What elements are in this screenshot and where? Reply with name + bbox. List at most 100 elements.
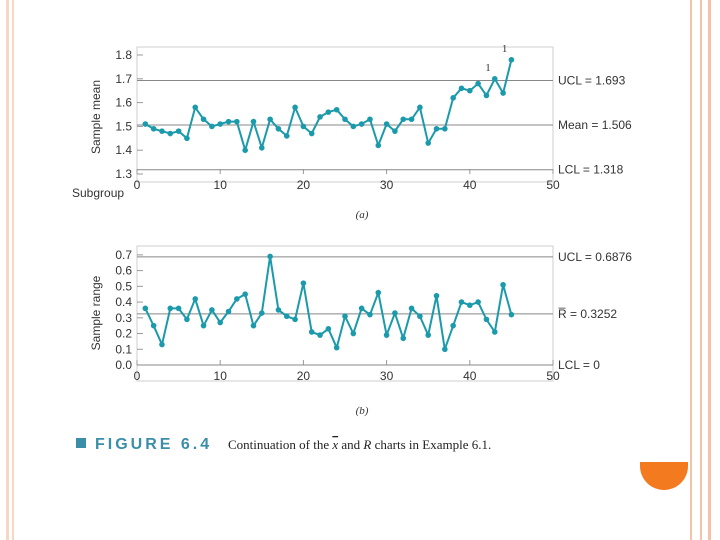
orange-half-circle-icon (640, 462, 688, 490)
chart-b-data-point (475, 299, 481, 305)
chart-a-data-point (458, 85, 465, 92)
chart-a-data-point (167, 130, 174, 137)
chart-a-data-point (400, 116, 407, 123)
chart-a-data-point (317, 114, 323, 120)
chart-b-data-point (259, 310, 265, 316)
chart-b-panel-label: (b) (356, 405, 369, 417)
chart-b-data-point (317, 332, 323, 338)
chart-b-xtick-label: 50 (546, 369, 560, 383)
chart-a-panel-label: (a) (356, 209, 369, 221)
chart-b-data-point (508, 311, 515, 318)
chart-b-data-point (358, 305, 365, 312)
chart-a-data-point (325, 109, 332, 115)
right-border-inner (690, 0, 692, 540)
chart-a-data-point (142, 121, 149, 127)
chart-a-control-label: LCL = 1.318 (558, 163, 624, 177)
chart-b-data-point (342, 313, 348, 320)
chart-b-xtick-label: 0 (134, 369, 141, 383)
chart-b-data-point (283, 313, 290, 320)
chart-b-data-point (308, 329, 315, 335)
chart-b-data-point (167, 305, 174, 312)
chart-a-xtick-label: 10 (214, 178, 228, 192)
chart-a-data-point (508, 56, 515, 63)
chart-b-data-point (150, 322, 157, 329)
chart-b-data-point (159, 341, 165, 348)
chart-b-xtick-label: 30 (380, 369, 394, 383)
chart-a-xtick-label: 50 (546, 178, 560, 192)
chart-a-ytick-label: 1.6 (115, 96, 132, 110)
chart-b-data-point (383, 332, 390, 338)
chart-a-data-point (417, 104, 423, 111)
chart-a-frame (136, 46, 554, 183)
chart-a-data-point (500, 90, 506, 96)
chart-a-data-point (308, 130, 315, 137)
chart-a-data-point (259, 145, 265, 151)
chart-b-data-point (234, 296, 240, 302)
chart-a-ytick-label: 1.5 (115, 119, 132, 133)
chart-a-data-point (184, 135, 190, 142)
chart-b-data-point (192, 296, 199, 302)
chart-b-data-point (375, 289, 382, 296)
chart-b-ytick-label: 0.4 (115, 295, 132, 309)
chart-b-data-point (225, 308, 232, 315)
chart-b-xtick-label: 20 (297, 369, 311, 383)
chart-b-data-point (458, 299, 465, 305)
chart-b-ytick-label: 0.5 (115, 279, 132, 293)
chart-b-data-point (300, 280, 307, 286)
chart-b-xtick-label: 10 (214, 369, 228, 383)
chart-a-ytick-label: 1.3 (115, 167, 132, 181)
r-chart: Sample range (b) 0.0 0.10.2 0.3 0.4 0.50.6 0.… (89, 245, 632, 417)
chart-b-ytick-label: 0.3 (115, 311, 132, 325)
chart-a-data-point (350, 123, 357, 130)
chart-a-data-point (433, 125, 440, 132)
chart-b-data-point (184, 316, 190, 323)
chart-a-data-point (483, 92, 490, 99)
chart-a-data-point (392, 128, 398, 134)
caption-text-post: charts in Example 6.1. (371, 437, 491, 452)
chart-a-data-point (333, 106, 340, 113)
right-border-edge (708, 0, 711, 540)
caption-r-symbol: R (362, 437, 371, 452)
chart-b-ytick-label: 0.0 (115, 358, 132, 372)
chart-b-data-point (433, 292, 440, 299)
caption-text-mid: and (338, 437, 363, 452)
left-border-inner (12, 0, 14, 540)
caption-text-pre: Continuation of the (228, 437, 332, 452)
chart-a-data-point (300, 123, 307, 130)
chart-a-data-point (491, 76, 498, 82)
chart-a-ooc-marker: 1 (502, 43, 508, 55)
chart-a-data-point (234, 118, 240, 125)
chart-a-data-point (358, 121, 365, 127)
chart-b-data-point (175, 305, 182, 312)
caption-text: Continuation of the x and R charts in Ex… (228, 437, 491, 452)
chart-a-data-point (442, 125, 448, 132)
right-border-outer (700, 0, 702, 540)
chart-a-ylabel: Sample mean (89, 80, 103, 154)
chart-a-data-point (283, 133, 290, 139)
chart-a-data-point (250, 118, 257, 125)
chart-b-data-point (491, 329, 498, 335)
chart-b-data-point (467, 302, 473, 309)
chart-b-data-point (392, 310, 398, 316)
chart-b-control-label: R̅ = 0.3252 (558, 307, 617, 321)
chart-a-data-point (159, 128, 165, 134)
chart-b-ytick-label: 0.7 (115, 248, 132, 262)
chart-b-ytick-label: 0.1 (115, 342, 132, 356)
chart-a-ytick-label: 1.4 (115, 143, 132, 157)
chart-b-data-point (200, 322, 207, 329)
chart-b-control-label: LCL = 0 (558, 358, 600, 372)
caption-xbar: x (331, 437, 338, 452)
chart-b-data-point (483, 316, 490, 323)
chart-a-data-point (408, 116, 415, 123)
chart-b-data-point (217, 319, 223, 326)
chart-a-data-point (267, 116, 273, 123)
chart-a-data-point (450, 95, 456, 101)
chart-b-ytick-label: 0.2 (115, 327, 132, 341)
chart-b-data-point (325, 326, 332, 332)
chart-b-data-point (417, 313, 423, 320)
chart-b-ytick-label: 0.6 (115, 264, 132, 278)
chart-b-data-point (333, 344, 340, 351)
chart-b-ylabel: Sample range (89, 275, 103, 350)
chart-a-control-label: UCL = 1.693 (558, 73, 626, 87)
